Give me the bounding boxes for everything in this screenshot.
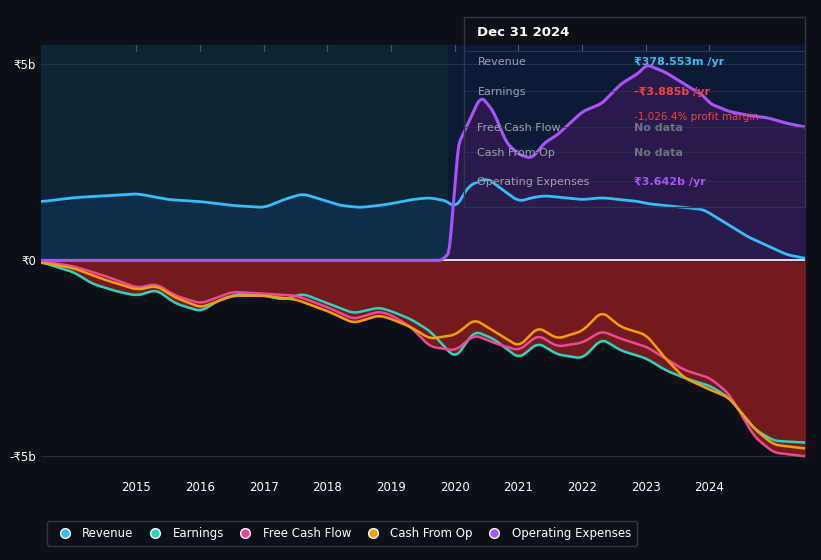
Text: -₹3.885b /yr: -₹3.885b /yr (635, 87, 710, 97)
Text: Free Cash Flow: Free Cash Flow (478, 123, 561, 133)
Text: Revenue: Revenue (478, 57, 526, 67)
Text: ₹3.642b /yr: ₹3.642b /yr (635, 177, 706, 186)
Text: Earnings: Earnings (478, 87, 526, 97)
Text: Cash From Op: Cash From Op (478, 148, 555, 158)
Bar (448, 45, 805, 260)
Legend: Revenue, Earnings, Free Cash Flow, Cash From Op, Operating Expenses: Revenue, Earnings, Free Cash Flow, Cash … (47, 521, 637, 545)
Text: ₹378.553m /yr: ₹378.553m /yr (635, 57, 724, 67)
Text: -1,026.4% profit margin: -1,026.4% profit margin (635, 112, 759, 122)
Text: Operating Expenses: Operating Expenses (478, 177, 589, 186)
Bar (41, 45, 448, 260)
Text: No data: No data (635, 123, 683, 133)
Text: No data: No data (635, 148, 683, 158)
Text: Dec 31 2024: Dec 31 2024 (478, 26, 570, 39)
